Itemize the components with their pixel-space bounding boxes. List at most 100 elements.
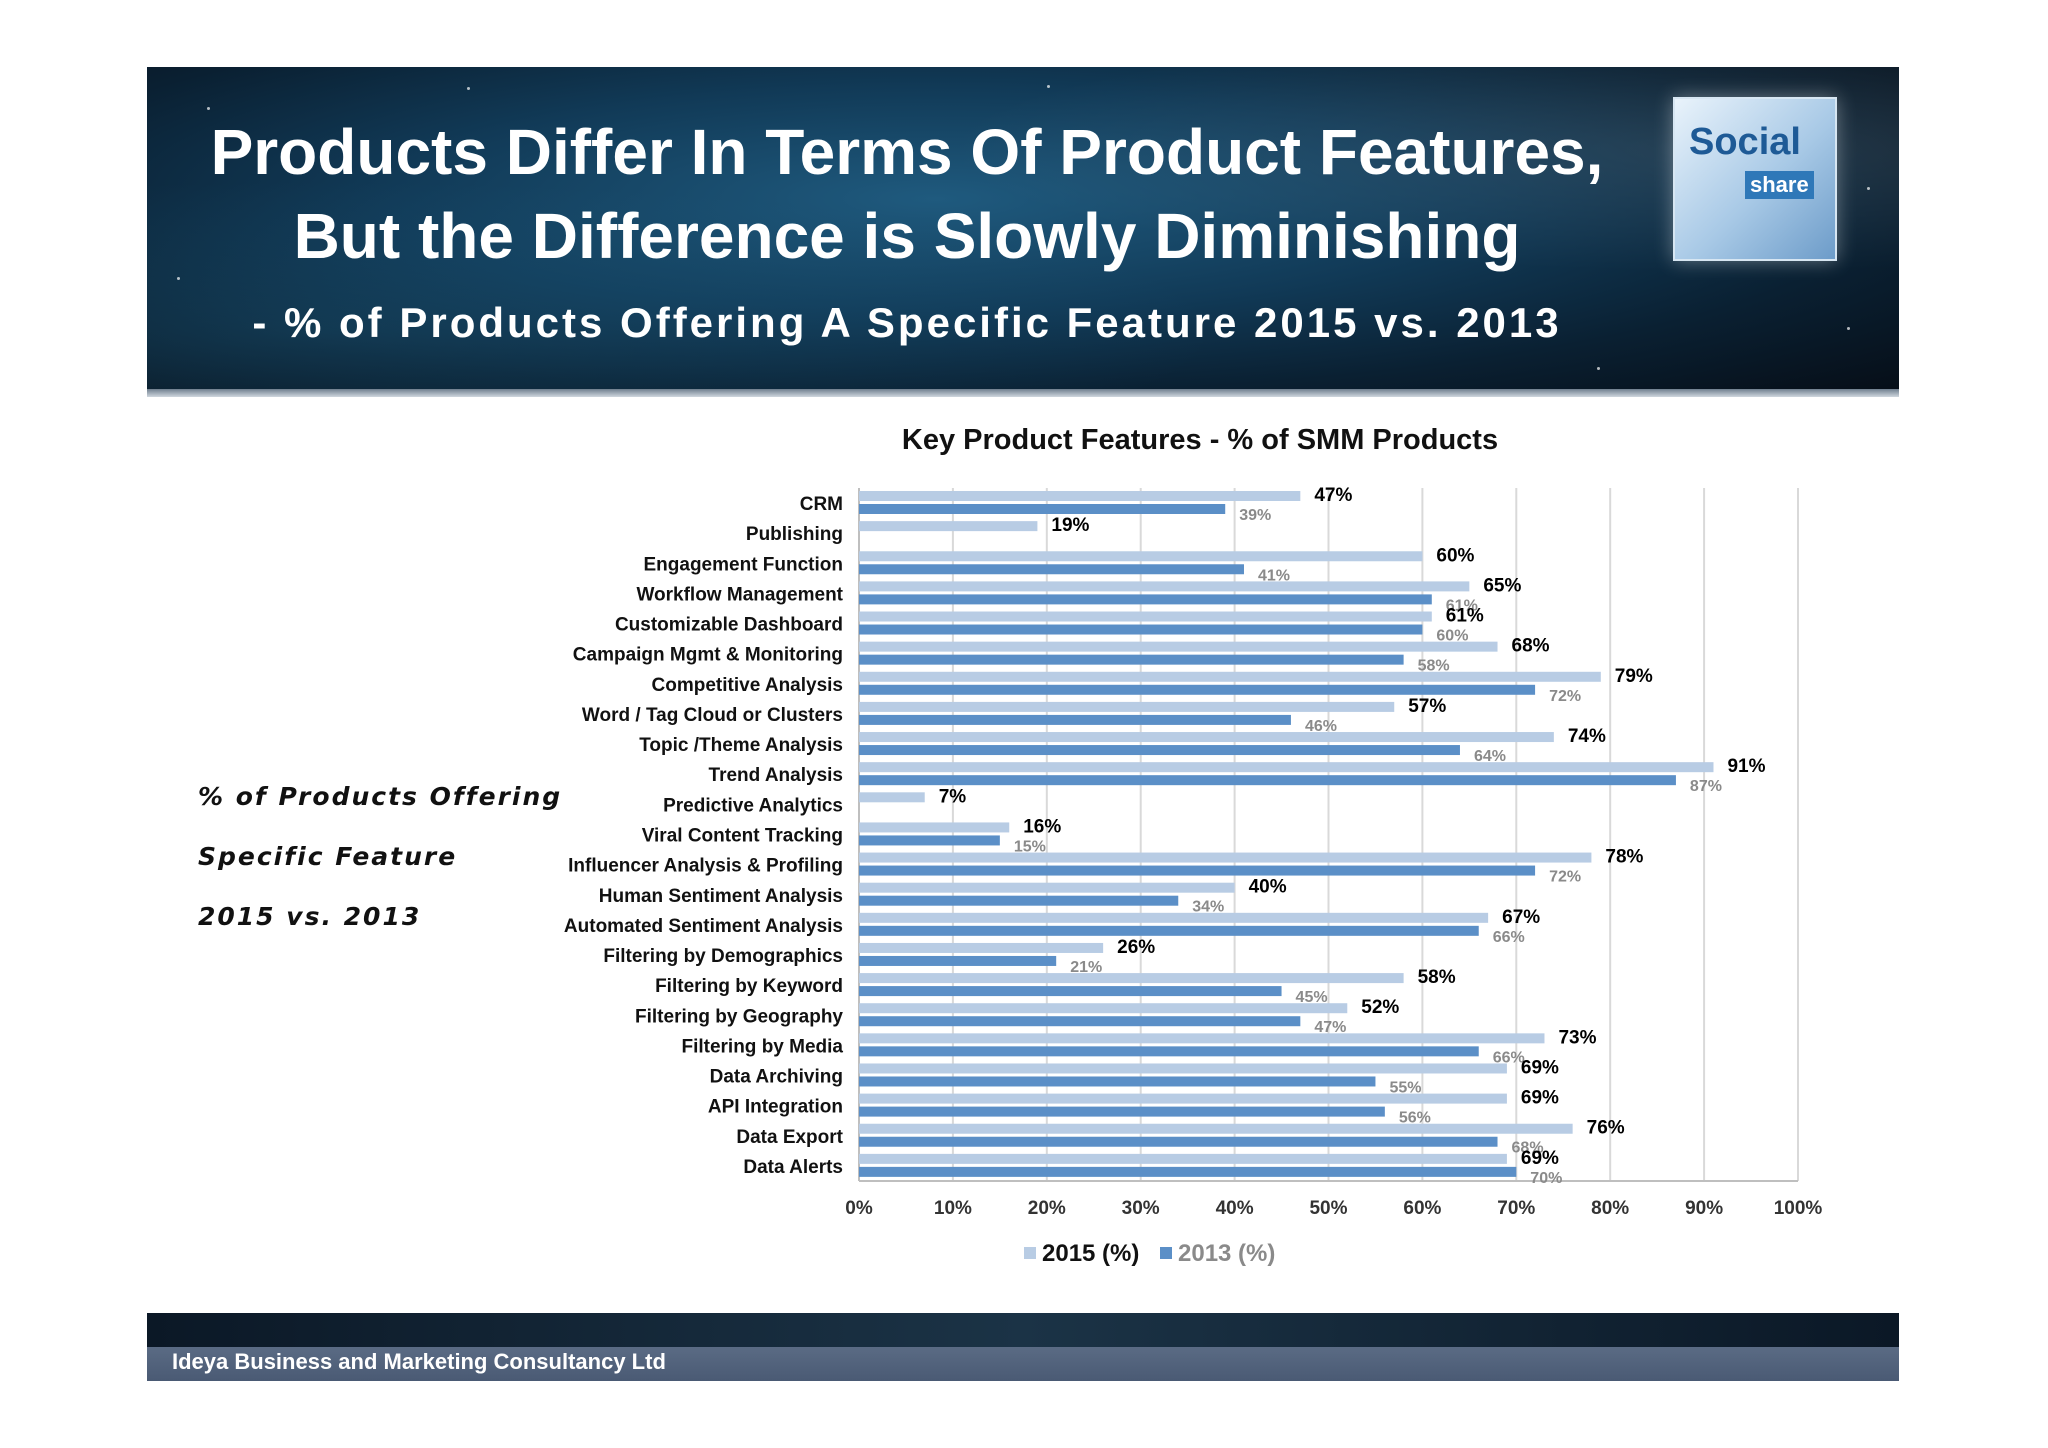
bar-2015 xyxy=(859,792,925,803)
page-subtitle: - % of Products Offering A Specific Feat… xyxy=(252,299,1562,346)
data-label-2013: 34% xyxy=(1192,899,1224,916)
bar-2015 xyxy=(859,1153,1507,1164)
data-label-2013: 60% xyxy=(1436,628,1468,645)
bar-2013 xyxy=(859,684,1536,695)
data-label-2013: 64% xyxy=(1474,748,1506,765)
data-label-2013: 66% xyxy=(1493,1049,1525,1066)
banner-divider xyxy=(147,389,1899,397)
chart-title: Key Product Features - % of SMM Products xyxy=(901,424,1499,456)
data-label-2015: 60% xyxy=(1436,545,1474,566)
bar-2013 xyxy=(859,714,1291,725)
page-title-line2: But the Difference is Slowly Diminishing xyxy=(293,200,1521,272)
category-label: Influencer Analysis & Profiling xyxy=(568,856,843,877)
bar-2015 xyxy=(859,912,1489,923)
category-label: Filtering by Geography xyxy=(635,1006,843,1027)
bar-2015 xyxy=(859,611,1432,622)
data-label-2015: 78% xyxy=(1605,847,1643,868)
x-tick-label: 70% xyxy=(1497,1198,1535,1219)
category-label: Topic /Theme Analysis xyxy=(639,735,843,756)
data-label-2013: 66% xyxy=(1493,929,1525,946)
category-label: Automated Sentiment Analysis xyxy=(564,916,843,937)
star-decoration xyxy=(177,277,180,280)
legend-swatch-2015 xyxy=(1024,1247,1036,1259)
page-title-line1: Products Differ In Terms Of Product Feat… xyxy=(210,116,1604,188)
side-note: % of Products Offering Specific Feature … xyxy=(198,752,562,962)
data-label-2015: 40% xyxy=(1249,877,1287,898)
bar-2015 xyxy=(859,1063,1507,1074)
bar-2013 xyxy=(859,1136,1498,1147)
star-decoration xyxy=(1847,327,1850,330)
bar-2013 xyxy=(859,745,1460,756)
category-label: Filtering by Media xyxy=(681,1036,843,1057)
data-label-2013: 70% xyxy=(1530,1170,1562,1187)
bar-2013 xyxy=(859,925,1479,936)
category-label: CRM xyxy=(800,494,843,515)
x-tick-label: 90% xyxy=(1685,1198,1723,1219)
data-label-2015: 76% xyxy=(1587,1118,1625,1139)
bar-2013 xyxy=(859,1166,1517,1177)
data-label-2013: 87% xyxy=(1690,778,1722,795)
cube-social-text: Social xyxy=(1689,121,1801,163)
x-tick-label: 10% xyxy=(934,1198,972,1219)
title-banner: Products Differ In Terms Of Product Feat… xyxy=(147,67,1899,397)
category-label: Human Sentiment Analysis xyxy=(599,886,843,907)
x-tick-label: 80% xyxy=(1591,1198,1629,1219)
category-label: Customizable Dashboard xyxy=(615,615,843,636)
bar-2013 xyxy=(859,564,1244,575)
data-label-2013: 47% xyxy=(1314,1019,1346,1036)
data-label-2015: 19% xyxy=(1051,515,1089,536)
data-label-2013: 46% xyxy=(1305,718,1337,735)
data-label-2013: 56% xyxy=(1399,1110,1431,1127)
x-tick-label: 60% xyxy=(1403,1198,1441,1219)
data-label-2015: 69% xyxy=(1521,1088,1559,1109)
star-decoration xyxy=(1597,367,1600,370)
footer: Ideya Business and Marketing Consultancy… xyxy=(147,1313,1899,1381)
bar-2013 xyxy=(859,835,1000,846)
star-decoration xyxy=(207,107,210,110)
bar-2015 xyxy=(859,581,1470,592)
category-label: Engagement Function xyxy=(644,554,844,575)
data-label-2013: 68% xyxy=(1512,1140,1544,1157)
bar-2013 xyxy=(859,594,1432,605)
legend-label-2015: 2015 (%) xyxy=(1042,1240,1139,1267)
banner-background xyxy=(147,67,1899,397)
bar-2015 xyxy=(859,852,1592,863)
category-label: Data Export xyxy=(736,1127,843,1148)
data-label-2015: 65% xyxy=(1483,575,1521,596)
category-label: Publishing xyxy=(746,524,843,545)
bar-2013 xyxy=(859,775,1676,786)
data-label-2013: 58% xyxy=(1418,658,1450,675)
data-label-2013: 55% xyxy=(1389,1079,1421,1096)
x-tick-label: 40% xyxy=(1216,1198,1254,1219)
category-label: Data Archiving xyxy=(710,1067,843,1088)
side-note-line: % of Products Offering xyxy=(198,782,563,811)
category-label: Filtering by Keyword xyxy=(655,976,843,997)
bar-2013 xyxy=(859,1046,1479,1057)
bar-2013 xyxy=(859,624,1423,635)
bar-2015 xyxy=(859,942,1104,953)
social-media-cube-icon: Social share xyxy=(1673,97,1837,261)
bar-2013 xyxy=(859,504,1226,514)
category-label: Filtering by Demographics xyxy=(603,946,843,967)
bar-2013 xyxy=(859,986,1282,997)
x-tick-label: 50% xyxy=(1309,1198,1347,1219)
data-label-2013: 41% xyxy=(1258,567,1290,584)
data-label-2015: 16% xyxy=(1023,816,1061,837)
data-label-2015: 79% xyxy=(1615,666,1653,687)
data-label-2013: 45% xyxy=(1296,989,1328,1006)
data-label-2013: 72% xyxy=(1549,688,1581,705)
data-label-2013: 15% xyxy=(1014,838,1046,855)
x-tick-label: 100% xyxy=(1774,1198,1823,1219)
category-label: Viral Content Tracking xyxy=(642,826,843,847)
data-label-2015: 26% xyxy=(1117,937,1155,958)
bar-2015 xyxy=(859,1093,1507,1104)
star-decoration xyxy=(1867,187,1870,190)
legend-swatch-2013 xyxy=(1160,1247,1172,1259)
star-decoration xyxy=(467,87,470,90)
side-note-line: Specific Feature xyxy=(198,842,458,871)
side-note-line: 2015 vs. 2013 xyxy=(198,902,422,931)
data-label-2013: 72% xyxy=(1549,869,1581,886)
category-label: Data Alerts xyxy=(743,1157,843,1178)
category-label: Trend Analysis xyxy=(709,765,843,786)
